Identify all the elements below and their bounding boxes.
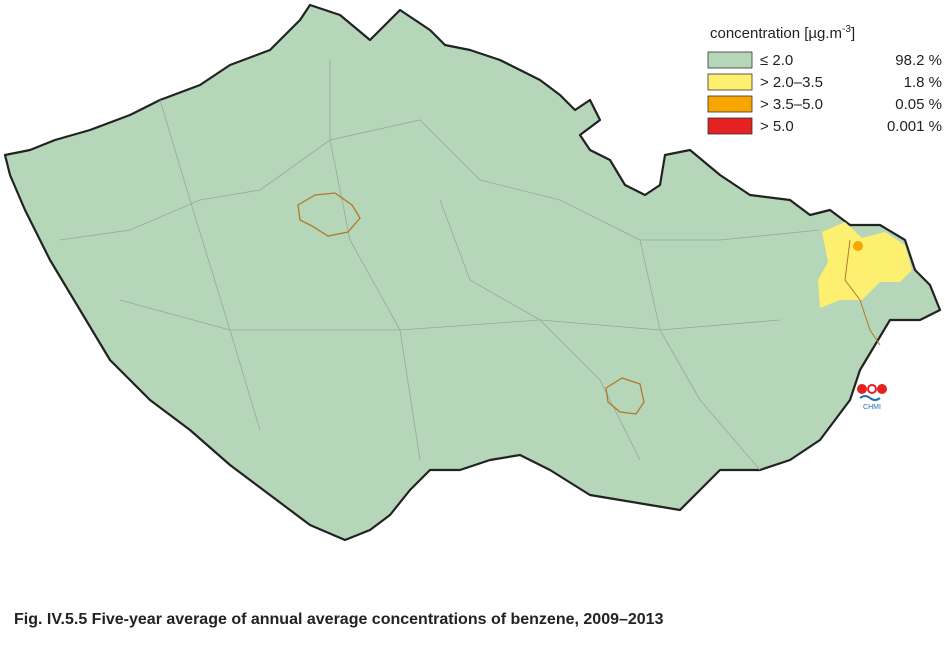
legend-swatch xyxy=(707,73,753,91)
brno xyxy=(605,377,645,415)
legend-label: ≤ 2.0 xyxy=(760,52,793,69)
legend-swatch xyxy=(707,95,753,113)
legend-title-text: concentration [µg.m xyxy=(710,25,842,42)
legend-title: concentration [µg.m-3] xyxy=(710,24,855,42)
legend-swatch xyxy=(707,117,753,135)
legend-label: > 5.0 xyxy=(760,118,794,135)
orange-spot xyxy=(853,241,863,251)
legend-share: 1.8 % xyxy=(904,74,942,91)
legend-label: > 2.0–3.5 xyxy=(760,74,823,91)
logo: CHMI xyxy=(857,384,887,411)
region-border xyxy=(844,239,881,346)
legend-swatch xyxy=(707,51,753,69)
logo-text: CHMI xyxy=(863,404,881,411)
legend-label: > 3.5–5.0 xyxy=(760,96,823,113)
legend-title-sup: -3 xyxy=(842,24,851,35)
legend-share: 98.2 % xyxy=(895,52,942,69)
caption: Fig. IV.5.5 Five-year average of annual … xyxy=(14,611,664,628)
legend-share: 0.001 % xyxy=(887,118,942,135)
country-outline xyxy=(3,3,942,542)
map xyxy=(3,3,942,542)
legend-share: 0.05 % xyxy=(895,96,942,113)
legend-title-end: ] xyxy=(851,25,855,42)
yellow-area xyxy=(818,222,912,308)
legend: ≤ 2.0 98.2 % > 2.0–3.5 1.8 % > 3.5–5.0 0.05 %… xyxy=(707,51,942,135)
prague xyxy=(297,192,361,237)
